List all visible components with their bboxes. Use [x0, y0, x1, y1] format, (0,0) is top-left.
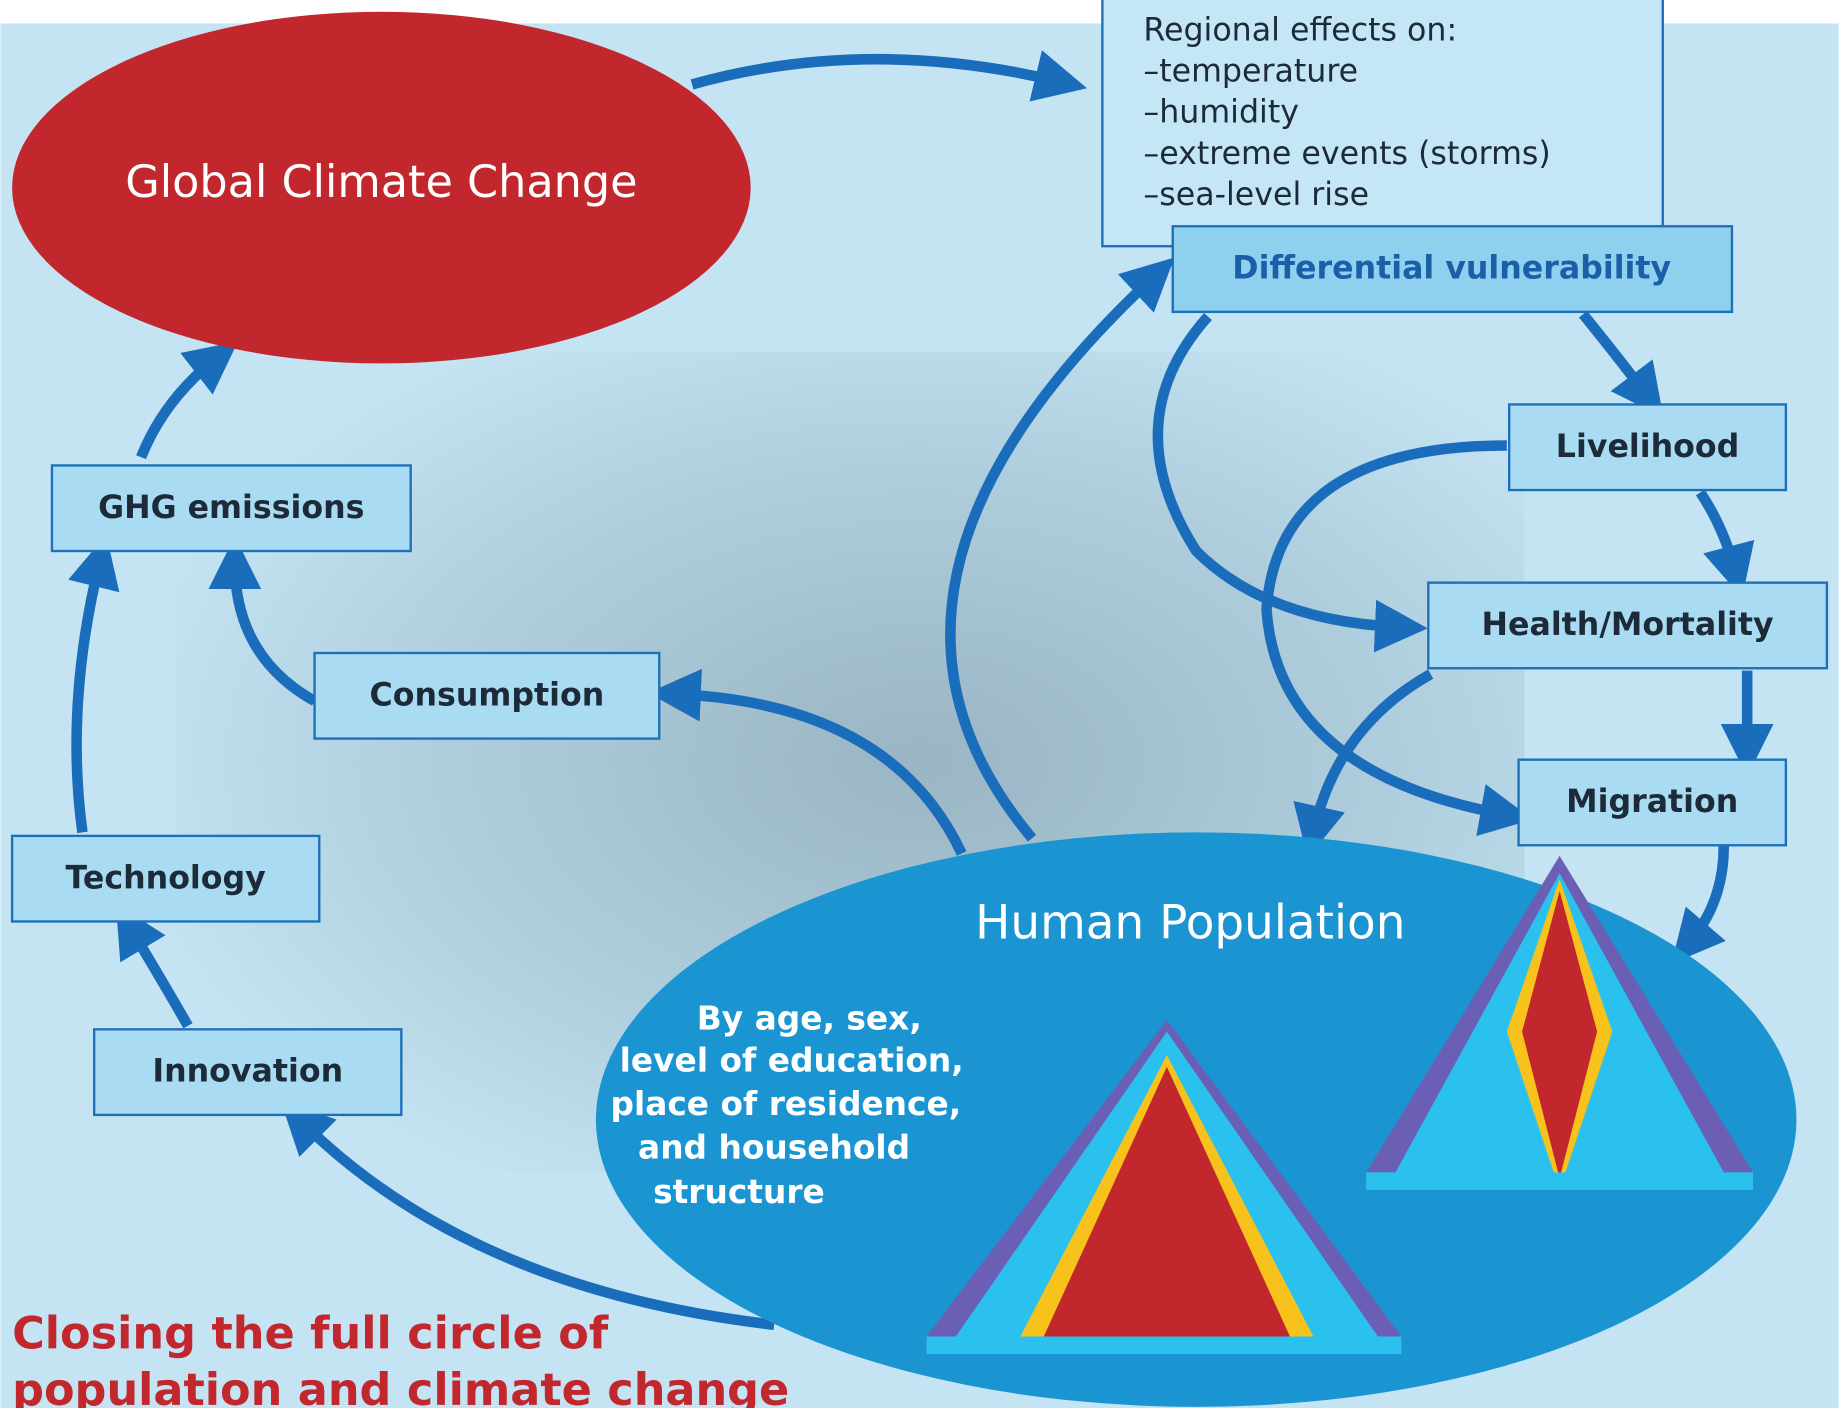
consumption-box — [313, 651, 661, 740]
regional-item: –temperature — [1143, 54, 1358, 90]
vulnerability-label: Differential vulnerability — [1232, 251, 1671, 287]
population-desc: and household — [638, 1128, 910, 1166]
migration-label: Migration — [1566, 784, 1738, 820]
consumption-label: Consumption — [370, 677, 605, 713]
pyramid-right — [1366, 855, 1754, 1190]
innovation-box — [92, 1028, 403, 1117]
population-desc: place of residence, — [610, 1085, 961, 1123]
regional-title: Regional effects on: — [1143, 13, 1457, 49]
caption: population and climate change — [12, 1364, 789, 1408]
population-label: Human Population — [975, 896, 1405, 951]
pyramid-left — [926, 1019, 1402, 1355]
caption: Closing the full circle of — [12, 1307, 609, 1359]
livelihood-box — [1508, 403, 1788, 492]
health-box — [1427, 581, 1829, 670]
migration-box — [1517, 758, 1788, 847]
vulnerability-box — [1171, 225, 1734, 314]
regional-item: –sea-level rise — [1143, 177, 1369, 213]
ghg-box — [50, 464, 412, 553]
climate-label: Global Climate Change — [125, 156, 637, 208]
population-desc: By age, sex, — [697, 999, 922, 1037]
regional-item: –extreme events (storms) — [1143, 136, 1550, 172]
health-label: Health/Mortality — [1482, 607, 1774, 643]
ghg-label: GHG emissions — [98, 490, 364, 526]
technology-box — [10, 834, 321, 923]
technology-label: Technology — [66, 860, 267, 896]
regional-box — [1101, 0, 1664, 248]
livelihood-label: Livelihood — [1556, 429, 1739, 465]
population-desc: level of education, — [620, 1042, 964, 1080]
population-desc: structure — [653, 1173, 825, 1211]
innovation-label: Innovation — [152, 1054, 343, 1090]
arrows — [68, 50, 1774, 1331]
regional-item: –humidity — [1143, 95, 1299, 131]
climate-ellipse — [12, 11, 751, 364]
